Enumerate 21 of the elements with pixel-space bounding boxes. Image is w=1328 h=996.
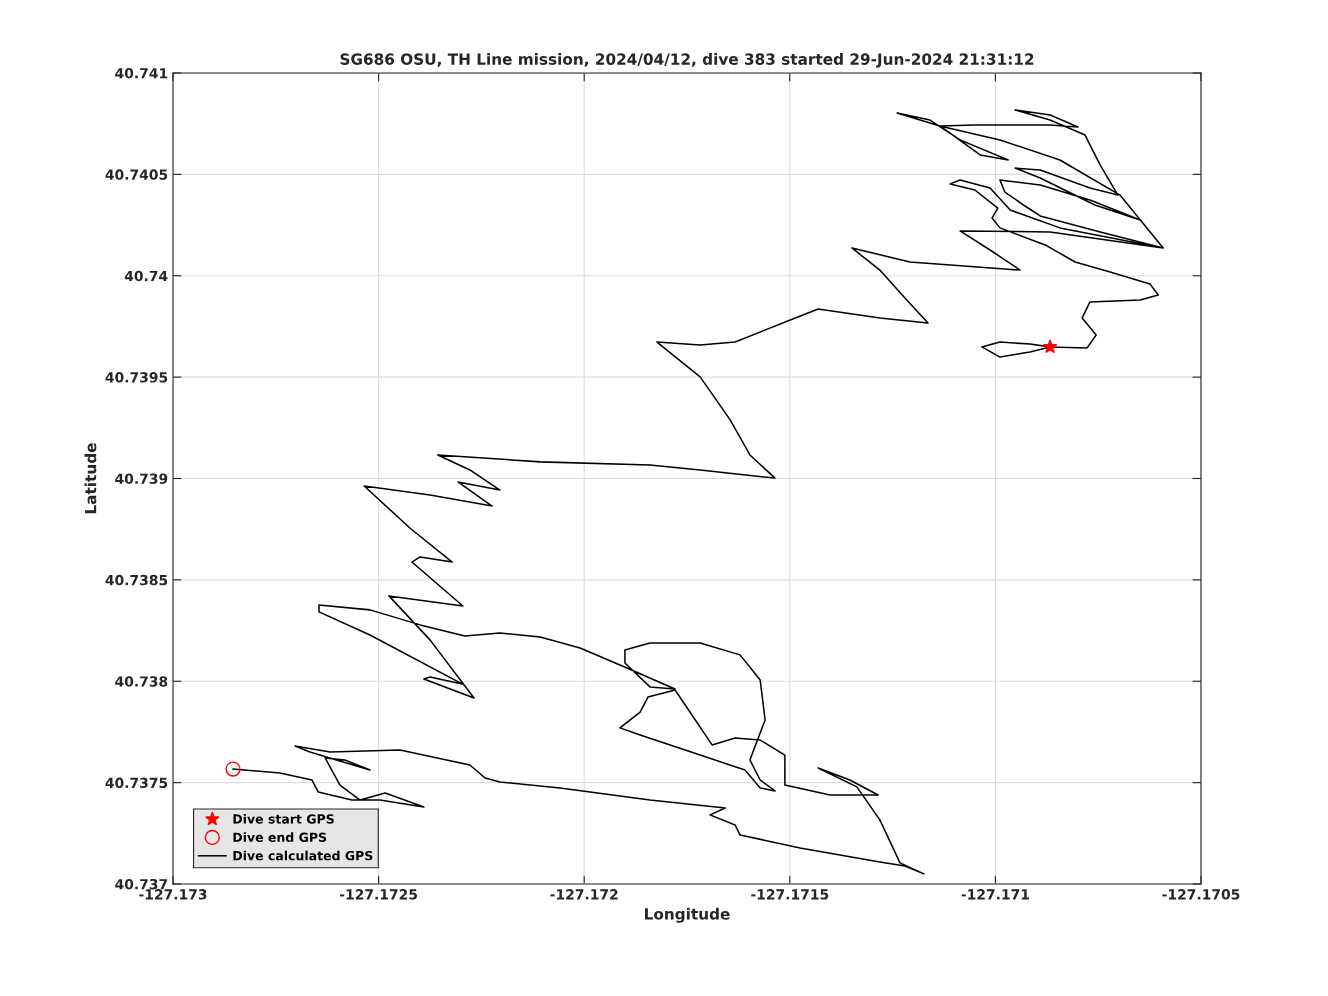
y-tick-label: 40.738 bbox=[115, 676, 168, 687]
y-tick-label: 40.7385 bbox=[105, 574, 168, 586]
x-tick-label: -127.172 bbox=[550, 889, 618, 900]
chart-title: SG686 OSU, TH Line mission, 2024/04/12, dive 383 started 29-Jun-2024 21:31:12 bbox=[340, 53, 1034, 68]
y-axis-title: Latitude bbox=[84, 443, 97, 514]
y-tick-label: 40.74 bbox=[124, 270, 168, 282]
y-tick-label: 40.7395 bbox=[105, 372, 168, 383]
y-tick-label: 40.7375 bbox=[105, 777, 168, 789]
x-axis-title: Longitude bbox=[645, 907, 730, 923]
y-tick-label: 40.739 bbox=[115, 473, 168, 484]
x-tick-label: -127.1725 bbox=[340, 889, 417, 900]
y-tick-label: 40.737 bbox=[115, 878, 168, 890]
legend-label: Dive end GPS bbox=[233, 832, 327, 843]
x-tick-label: -127.1715 bbox=[751, 889, 829, 900]
legend-label: Dive calculated GPS bbox=[233, 850, 373, 861]
x-tick-label: -127.1705 bbox=[1162, 889, 1240, 900]
y-tick-label: 40.7405 bbox=[105, 169, 168, 180]
x-tick-label: -127.173 bbox=[139, 889, 207, 900]
legend-label: Dive start GPS bbox=[233, 813, 334, 824]
x-tick-label: -127.171 bbox=[961, 889, 1029, 900]
y-tick-label: 40.741 bbox=[115, 67, 168, 79]
